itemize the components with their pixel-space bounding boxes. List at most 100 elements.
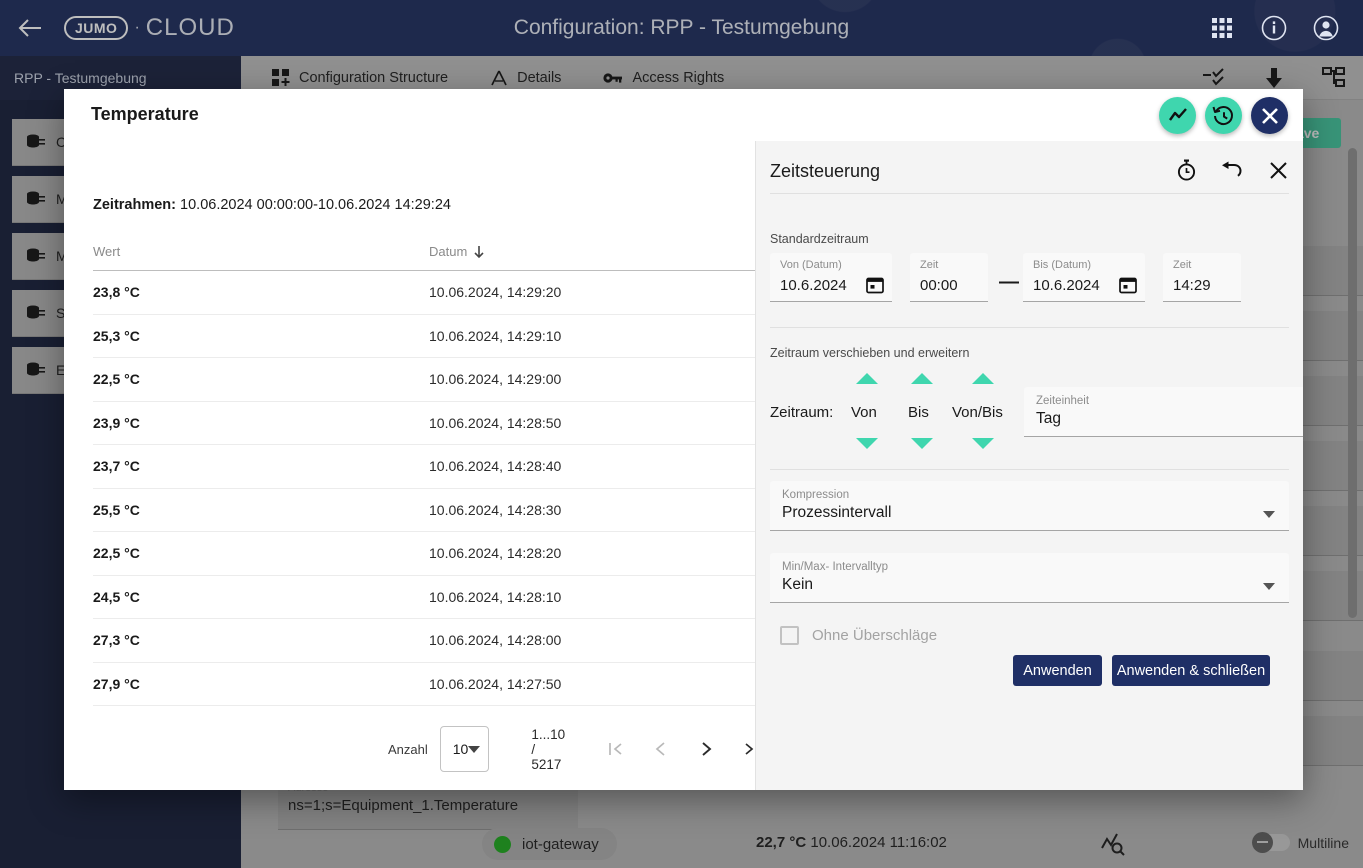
tab-access-rights[interactable]: Access Rights	[603, 70, 724, 86]
back-arrow-icon[interactable]	[16, 14, 44, 42]
address-value: ns=1;s=Equipment_1.Temperature	[288, 797, 519, 814]
zeitsteuerung-header-icons	[1175, 159, 1289, 181]
trend-chart-fab[interactable]	[1159, 97, 1196, 134]
anwenden-schliessen-button[interactable]: Anwenden & schließen	[1112, 655, 1270, 686]
minmax-value: Kein	[782, 576, 814, 593]
shift-vonbis-down-arrow[interactable]	[972, 438, 994, 449]
minmax-label: Min/Max- Intervalltyp	[782, 561, 889, 573]
bis-datum-field[interactable]: Bis (Datum) 10.6.2024	[1023, 253, 1145, 302]
download-icon[interactable]	[1261, 65, 1287, 91]
cell-wert: 25,5 °C	[93, 501, 140, 518]
previous-page-icon[interactable]	[652, 740, 670, 758]
rail-item-label: M	[56, 248, 68, 264]
zeiteinheit-select[interactable]: Zeiteinheit Tag	[1024, 387, 1303, 437]
undo-icon[interactable]	[1221, 159, 1243, 181]
shift-von-down-arrow[interactable]	[856, 438, 878, 449]
minmax-intervalltyp-select[interactable]: Min/Max- Intervalltyp Kein	[770, 553, 1289, 603]
logo-separator: ·	[134, 19, 140, 36]
von-zeit-field[interactable]: Zeit 00:00	[910, 253, 988, 302]
kompression-label: Kompression	[782, 489, 850, 501]
cell-datum: 10.06.2024, 14:28:30	[429, 501, 562, 518]
cell-datum: 10.06.2024, 14:28:50	[429, 414, 562, 431]
shift-bis-up-arrow[interactable]	[911, 373, 933, 384]
table-row[interactable]: 25,3 °C 10.06.2024, 14:29:10	[93, 315, 755, 358]
cell-wert: 25,3 °C	[93, 327, 140, 344]
calendar-icon[interactable]	[1119, 276, 1137, 294]
ohne-ueberschlaege-checkbox[interactable]: Ohne Überschläge	[780, 626, 937, 645]
table-row[interactable]: 27,3 °C 10.06.2024, 14:28:00	[93, 619, 755, 663]
multiline-toggle[interactable]: Multiline	[1251, 832, 1349, 853]
shift-vonbis-up-arrow[interactable]	[972, 373, 994, 384]
cell-datum: 10.06.2024, 14:28:00	[429, 632, 562, 649]
cloud-wordmark: CLOUD	[145, 14, 235, 41]
table-row[interactable]: 23,8 °C 10.06.2024, 14:29:20	[93, 271, 755, 315]
toggle-knob	[1251, 832, 1273, 853]
shift-bis-down-arrow[interactable]	[911, 438, 933, 449]
table-row[interactable]: 22,5 °C 10.06.2024, 14:28:20	[93, 532, 755, 576]
standardzeitraum-label: Standardzeitraum	[770, 232, 869, 246]
zeitsteuerung-panel: Zeitsteuerung Standardzeitraum Von (Datu…	[755, 141, 1303, 790]
calendar-icon[interactable]	[866, 276, 884, 294]
structure-icon	[272, 69, 290, 86]
zeiteinheit-label: Zeiteinheit	[1036, 395, 1090, 407]
zeitsteuerung-title: Zeitsteuerung	[770, 161, 881, 181]
von-datum-field[interactable]: Von (Datum) 10.6.2024	[770, 253, 892, 302]
header-actions	[1209, 15, 1363, 41]
page-size-value: 10	[452, 741, 469, 757]
account-circle-icon[interactable]	[1313, 15, 1339, 41]
next-page-icon[interactable]	[697, 740, 715, 758]
anwenden-button[interactable]: Anwenden	[1013, 655, 1102, 686]
pagination-nav	[607, 740, 760, 758]
table-row[interactable]: 23,9 °C 10.06.2024, 14:28:50	[93, 402, 755, 445]
column-header-datum[interactable]: Datum	[429, 244, 485, 259]
column-header-wert[interactable]: Wert	[93, 244, 121, 259]
table-row[interactable]: 22,5 °C 10.06.2024, 14:29:00	[93, 358, 755, 402]
von-zeit-value: 00:00	[920, 277, 958, 294]
bis-zeit-field[interactable]: Zeit 14:29	[1163, 253, 1241, 302]
chart-search-icon[interactable]	[1098, 828, 1126, 856]
jumo-badge: JUMO	[64, 16, 129, 40]
stopwatch-icon[interactable]	[1175, 159, 1197, 181]
checklist-icon[interactable]	[1201, 65, 1227, 91]
table-row[interactable]: 25,5 °C 10.06.2024, 14:28:30	[93, 489, 755, 532]
rail-item-label: E	[56, 362, 66, 378]
cell-wert: 27,3 °C	[93, 632, 140, 649]
first-page-icon[interactable]	[607, 740, 625, 758]
app-header: JUMO · CLOUD Configuration: RPP - Testum…	[0, 0, 1363, 56]
table-row[interactable]: 24,5 °C 10.06.2024, 14:28:10	[93, 576, 755, 619]
pagination-count-label: Anzahl	[388, 741, 428, 757]
info-icon[interactable]	[1261, 15, 1287, 41]
page-scrollbar[interactable]	[1348, 148, 1357, 618]
divider-3	[770, 469, 1289, 470]
shift-vonbis-label[interactable]: Von/Bis	[952, 404, 1003, 421]
kompression-value: Prozessintervall	[782, 504, 892, 521]
cell-datum: 10.06.2024, 14:29:20	[429, 284, 562, 301]
divider-2	[770, 327, 1289, 328]
history-fab[interactable]	[1205, 97, 1242, 134]
shift-von-label[interactable]: Von	[851, 404, 877, 421]
pagination: Anzahl 10 1...10 / 5217	[93, 721, 758, 777]
toolbar-tabs: Configuration Structure Details Access R…	[272, 56, 724, 100]
checkbox-box	[780, 626, 799, 645]
kompression-select[interactable]: Kompression Prozessintervall	[770, 481, 1289, 531]
tab-configuration-structure[interactable]: Configuration Structure	[272, 69, 448, 87]
gateway-status-pill[interactable]: iot-gateway	[482, 828, 617, 860]
table-row[interactable]: 23,7 °C 10.06.2024, 14:28:40	[93, 445, 755, 489]
tab-details[interactable]: Details	[490, 69, 561, 87]
column-header-datum-label: Datum	[429, 244, 468, 259]
chevron-down-icon	[1263, 511, 1275, 518]
timeframe-value: 10.06.2024 00:00:00-10.06.2024 14:29:24	[180, 197, 451, 213]
close-fab[interactable]	[1251, 97, 1288, 134]
shift-von-up-arrow[interactable]	[856, 373, 878, 384]
page-size-select[interactable]: 10	[439, 726, 490, 772]
table-row[interactable]: 27,9 °C 10.06.2024, 14:27:50	[93, 663, 755, 706]
pagination-range: 1...10 / 5217	[531, 726, 566, 772]
hierarchy-icon[interactable]	[1321, 65, 1347, 91]
shift-bis-label[interactable]: Bis	[908, 404, 929, 421]
close-icon[interactable]	[1267, 159, 1289, 181]
cell-wert: 22,5 °C	[93, 545, 140, 562]
apps-grid-icon[interactable]	[1209, 15, 1235, 41]
chevron-down-icon	[1263, 583, 1275, 590]
cell-datum: 10.06.2024, 14:27:50	[429, 675, 562, 692]
gateway-reading: 22,7 °C 10.06.2024 11:16:02	[756, 834, 947, 851]
